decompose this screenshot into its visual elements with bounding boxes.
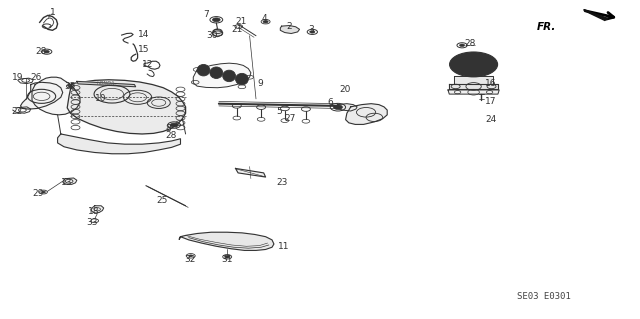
Polygon shape (236, 168, 266, 177)
Text: 5: 5 (276, 107, 282, 115)
Text: 6: 6 (328, 98, 333, 107)
Circle shape (42, 191, 45, 193)
Ellipse shape (197, 64, 210, 76)
Polygon shape (193, 63, 251, 88)
Circle shape (456, 68, 462, 71)
Ellipse shape (223, 70, 236, 82)
Text: 21: 21 (232, 25, 243, 34)
Circle shape (170, 123, 178, 127)
Polygon shape (67, 80, 186, 134)
Text: 16: 16 (485, 79, 497, 88)
Text: 21: 21 (236, 17, 247, 26)
Text: 30: 30 (206, 31, 218, 40)
Polygon shape (454, 76, 493, 84)
Text: 9: 9 (257, 79, 263, 88)
Text: 11: 11 (278, 242, 290, 251)
Text: 22: 22 (12, 107, 23, 115)
Circle shape (189, 255, 193, 257)
Text: 19: 19 (12, 73, 23, 82)
Polygon shape (448, 90, 499, 94)
Circle shape (333, 105, 342, 109)
Circle shape (68, 85, 72, 87)
Circle shape (310, 31, 315, 33)
Text: 3: 3 (308, 25, 314, 34)
Text: 31: 31 (221, 256, 232, 264)
Ellipse shape (236, 73, 248, 85)
Text: 2: 2 (287, 22, 292, 31)
Text: 20: 20 (339, 85, 351, 94)
Text: 32: 32 (64, 82, 76, 91)
Polygon shape (77, 81, 136, 87)
Text: 7: 7 (204, 10, 209, 19)
Text: 12: 12 (142, 60, 154, 69)
Circle shape (212, 18, 220, 22)
Text: 23: 23 (276, 178, 288, 187)
Circle shape (456, 56, 462, 59)
Text: 14: 14 (138, 30, 149, 39)
Polygon shape (63, 178, 77, 184)
Text: 4: 4 (261, 14, 267, 23)
Text: 27: 27 (285, 114, 296, 123)
Polygon shape (179, 232, 274, 250)
Text: SE03 E0301: SE03 E0301 (517, 292, 571, 301)
Text: 28: 28 (165, 131, 177, 140)
Text: 29: 29 (32, 189, 44, 198)
Polygon shape (58, 134, 180, 154)
Polygon shape (346, 104, 387, 124)
Ellipse shape (456, 55, 492, 73)
Text: 10: 10 (95, 94, 106, 103)
Ellipse shape (450, 52, 498, 77)
Text: 24: 24 (485, 115, 497, 124)
Circle shape (225, 256, 230, 258)
Circle shape (263, 20, 268, 23)
Text: 17: 17 (485, 97, 497, 106)
Circle shape (460, 44, 465, 47)
Text: 25: 25 (157, 196, 168, 205)
Polygon shape (20, 82, 63, 109)
Text: 13: 13 (61, 178, 72, 187)
Text: 1: 1 (50, 8, 56, 17)
Text: 26: 26 (31, 73, 42, 82)
Circle shape (44, 50, 49, 53)
Polygon shape (584, 10, 608, 20)
Text: FR.: FR. (536, 22, 556, 32)
Text: 18: 18 (88, 207, 100, 216)
Circle shape (485, 68, 492, 71)
Text: 15: 15 (138, 45, 149, 54)
Polygon shape (280, 26, 300, 33)
Polygon shape (338, 104, 357, 111)
Polygon shape (449, 84, 498, 89)
Text: 28: 28 (35, 47, 47, 56)
Text: HONDA: HONDA (97, 81, 115, 86)
Text: 8: 8 (165, 124, 171, 133)
Circle shape (485, 56, 492, 59)
Text: 33: 33 (86, 218, 98, 227)
Text: 32: 32 (184, 256, 196, 264)
Polygon shape (32, 77, 80, 115)
Text: 28: 28 (464, 39, 476, 48)
Polygon shape (212, 29, 223, 37)
Ellipse shape (210, 67, 223, 78)
Polygon shape (91, 206, 104, 213)
